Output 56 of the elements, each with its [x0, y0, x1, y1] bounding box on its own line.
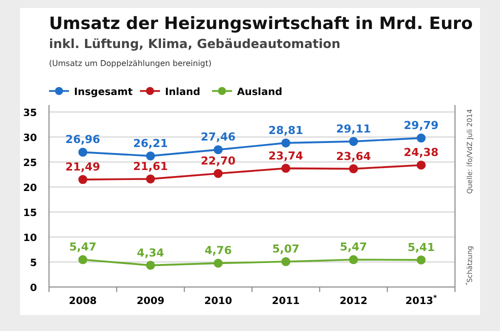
point	[146, 174, 155, 184]
x-tick-label: 2010	[204, 296, 232, 307]
data-label: 21,49	[65, 160, 100, 174]
y-tick-label: 10	[23, 233, 38, 244]
x-tick-label: 2009	[136, 296, 164, 307]
data-label: 4,76	[204, 244, 232, 258]
point	[416, 134, 426, 143]
point	[214, 258, 223, 268]
data-label: 24,38	[404, 146, 439, 160]
point	[349, 255, 358, 264]
data-label: 4,34	[136, 246, 164, 260]
y-tick-label: 0	[30, 283, 38, 294]
y-tick-label: 20	[23, 183, 38, 194]
point	[416, 160, 426, 170]
point	[78, 175, 88, 184]
y-tick-label: 25	[23, 158, 38, 169]
data-label: 5,47	[340, 240, 368, 254]
y-tick-label: 15	[23, 208, 38, 219]
x-tick-label: 2011	[272, 296, 300, 307]
y-tick-label: 5	[30, 258, 38, 269]
data-label: 29,79	[404, 119, 439, 132]
legend-label: Inland	[165, 87, 200, 98]
data-label: 26,96	[65, 133, 101, 146]
data-label: 23,64	[336, 150, 372, 163]
data-label: 28,81	[268, 124, 304, 137]
point	[416, 255, 426, 264]
x-tick-label: 2008	[68, 296, 97, 307]
point	[349, 136, 358, 146]
y-tick-label: 30	[23, 133, 38, 144]
point	[146, 151, 155, 160]
point	[281, 257, 290, 266]
data-label: 5,41	[408, 240, 435, 254]
data-label: 26,21	[133, 136, 168, 150]
point	[214, 169, 223, 178]
point	[214, 145, 223, 154]
data-label: 22,70	[200, 154, 236, 168]
chart-subtitle: inkl. Lüftung, Klima, Gebäudeautomation	[49, 36, 340, 51]
data-label: 29,11	[336, 122, 371, 136]
y-tick-label: 35	[23, 108, 38, 119]
x-tick-label: 2013$^{*}$	[405, 294, 438, 307]
chart-title: Umsatz der Heizungswirtschaft in Mrd. Euro	[49, 14, 473, 34]
point	[78, 255, 88, 264]
point	[146, 260, 155, 270]
point	[281, 164, 290, 173]
legend-label: Ausland	[237, 87, 282, 98]
x-tick-label: 2012	[340, 296, 368, 307]
data-label: 5,47	[69, 240, 96, 254]
legend-label: Insgesamt	[74, 87, 133, 98]
point	[349, 164, 358, 174]
data-label: 23,74	[268, 149, 304, 162]
point	[281, 138, 290, 148]
text: (Umsatz um Doppelzählungen bereinigt)	[49, 59, 212, 68]
data-label: 21,61	[133, 160, 168, 173]
data-label: 27,46	[200, 130, 236, 144]
point	[78, 148, 88, 157]
data-label: 5,07	[272, 242, 300, 256]
